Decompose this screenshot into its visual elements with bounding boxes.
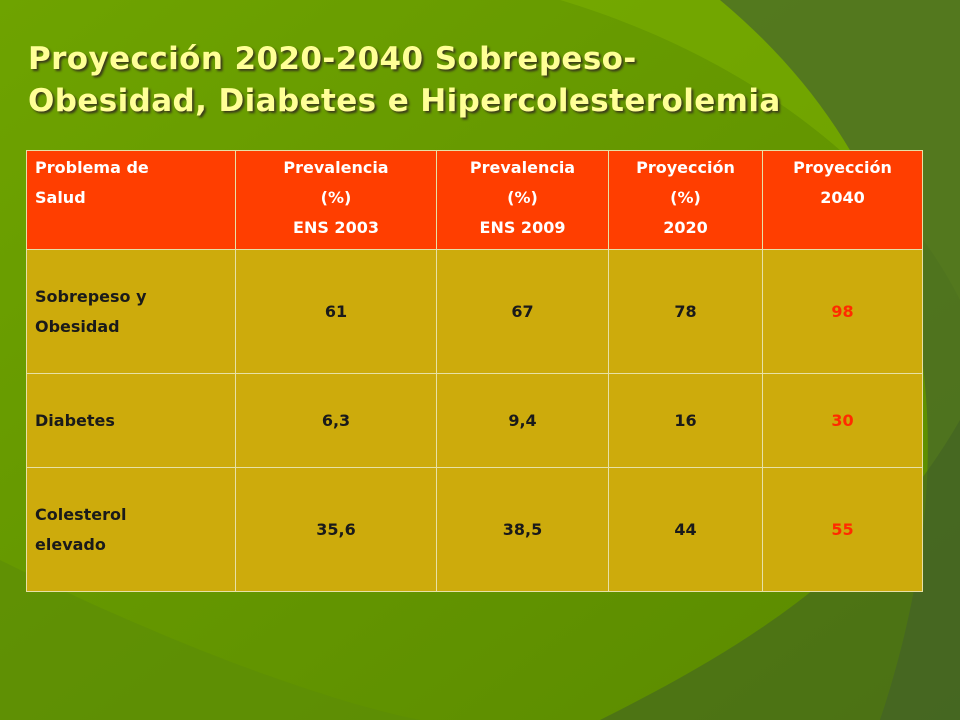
title-line-2: Obesidad, Diabetes e Hipercolesterolemia bbox=[28, 83, 781, 119]
header-ens2003: Prevalencia (%) ENS 2003 bbox=[235, 150, 437, 250]
table-row: Colesterol elevado 35,6 38,5 44 55 bbox=[26, 467, 923, 592]
table-row: Diabetes 6,3 9,4 16 30 bbox=[26, 373, 923, 468]
header-ens2009-line-3: ENS 2009 bbox=[479, 218, 566, 237]
cell-problem-line-1: Sobrepeso y bbox=[35, 286, 147, 306]
header-problem-line-1: Problema de bbox=[35, 158, 149, 177]
header-proj2020: Proyección (%) 2020 bbox=[608, 150, 763, 250]
cell-ens2003: 6,3 bbox=[235, 373, 437, 468]
header-ens2003-line-2: (%) bbox=[320, 188, 352, 207]
header-proj2040: Proyección 2040 bbox=[762, 150, 923, 250]
header-proj2040-line-1: Proyección bbox=[793, 158, 892, 177]
cell-proj2020: 16 bbox=[608, 373, 763, 468]
cell-proj2040: 30 bbox=[762, 373, 923, 468]
cell-ens2009: 38,5 bbox=[436, 467, 609, 592]
header-ens2009-line-1: Prevalencia bbox=[469, 158, 576, 177]
header-ens2003-line-1: Prevalencia bbox=[283, 158, 389, 177]
header-proj2020-line-1: Proyección bbox=[636, 158, 735, 177]
cell-ens2009: 9,4 bbox=[436, 373, 609, 468]
header-ens2009: Prevalencia (%) ENS 2009 bbox=[436, 150, 609, 250]
cell-problem-line-1: Colesterol bbox=[35, 504, 127, 524]
health-projection-table: Problema de Salud Prevalencia (%) ENS 20… bbox=[26, 150, 923, 592]
cell-proj2020: 78 bbox=[608, 249, 763, 374]
cell-problem: Diabetes bbox=[26, 373, 236, 468]
header-problem-line-2: Salud bbox=[35, 188, 86, 207]
cell-ens2009: 67 bbox=[436, 249, 609, 374]
title-line-1: Proyección 2020-2040 Sobrepeso- bbox=[28, 41, 637, 77]
header-ens2009-line-2: (%) bbox=[507, 188, 538, 207]
table-header-row: Problema de Salud Prevalencia (%) ENS 20… bbox=[26, 150, 923, 250]
cell-problem-line-2: elevado bbox=[35, 534, 106, 554]
cell-ens2003: 35,6 bbox=[235, 467, 437, 592]
cell-problem-line-1: Diabetes bbox=[35, 410, 115, 430]
cell-problem: Colesterol elevado bbox=[26, 467, 236, 592]
header-problem: Problema de Salud bbox=[26, 150, 236, 250]
cell-proj2040: 98 bbox=[762, 249, 923, 374]
cell-proj2020: 44 bbox=[608, 467, 763, 592]
header-proj2040-line-2: 2040 bbox=[820, 188, 865, 207]
table-row: Sobrepeso y Obesidad 61 67 78 98 bbox=[26, 249, 923, 374]
cell-problem-line-2: Obesidad bbox=[35, 316, 120, 336]
header-ens2003-line-3: ENS 2003 bbox=[293, 218, 379, 237]
cell-proj2040: 55 bbox=[762, 467, 923, 592]
header-proj2020-line-2: (%) bbox=[670, 188, 701, 207]
header-proj2020-line-3: 2020 bbox=[663, 218, 708, 237]
cell-ens2003: 61 bbox=[235, 249, 437, 374]
cell-problem: Sobrepeso y Obesidad bbox=[26, 249, 236, 374]
slide-title: Proyección 2020-2040 Sobrepeso- Obesidad… bbox=[28, 38, 938, 122]
